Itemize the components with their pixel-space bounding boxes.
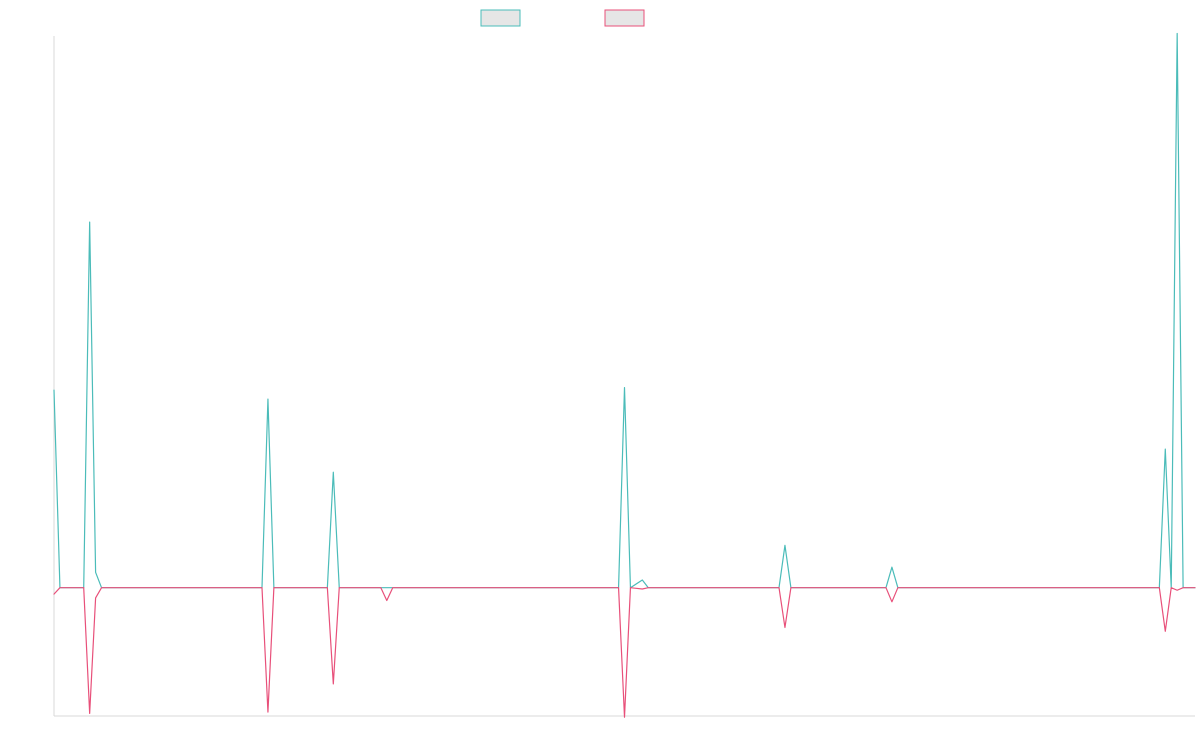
legend	[480, 9, 645, 27]
series-line-1	[53, 32, 1196, 589]
legend-item-2[interactable]	[604, 9, 645, 27]
legend-swatch-2[interactable]	[604, 9, 645, 27]
series-line-2	[53, 587, 1196, 718]
series-layer	[53, 32, 1196, 718]
legend-item-1[interactable]	[480, 9, 521, 27]
legend-swatch-1[interactable]	[480, 9, 521, 27]
